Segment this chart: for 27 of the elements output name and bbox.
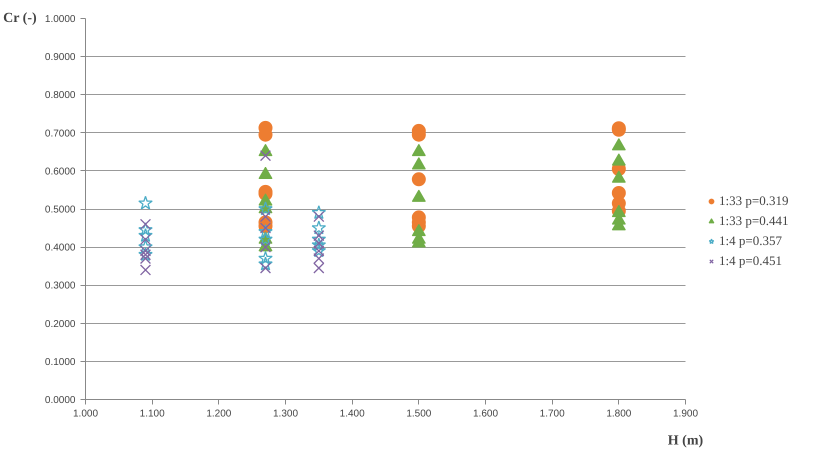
- legend-label: 1:33 p=0.441: [719, 213, 788, 229]
- y-tick-label: 0.8000: [44, 90, 76, 102]
- x-axis-title: H (m): [668, 434, 704, 448]
- x-tick-label: 1.900: [672, 408, 698, 420]
- y-axis-title: Cr (-): [3, 11, 37, 26]
- x-tick-label: 1.300: [272, 408, 298, 420]
- legend-label: 1:4 p=0.451: [719, 253, 782, 269]
- y-tick-label: 1.0000: [44, 14, 76, 25]
- y-tick-label: 0.6000: [44, 166, 76, 178]
- x-tick-label: 1.500: [406, 408, 432, 420]
- y-tick-label: 0.2000: [44, 318, 76, 330]
- y-tick-label: 0.3000: [44, 280, 76, 292]
- y-tick-label: 0.5000: [44, 204, 76, 216]
- y-tick-label: 0.4000: [44, 242, 76, 254]
- legend-label: 1:33 p=0.319: [719, 193, 788, 209]
- x-tick-label: 1.400: [340, 408, 366, 420]
- y-tick-label: 0.1000: [44, 356, 76, 368]
- x-tick-label: 1.800: [606, 408, 632, 420]
- x-tick-label: 1.100: [140, 408, 166, 420]
- y-tick-label: 0.9000: [44, 52, 76, 64]
- y-tick-label: 0.7000: [44, 128, 76, 140]
- x-tick-label: 1.200: [206, 408, 232, 420]
- x-tick-label: 1.600: [472, 408, 498, 420]
- x-tick-label: 1.000: [72, 408, 98, 420]
- legend-label: 1:4 p=0.357: [719, 233, 782, 249]
- y-tick-label: 0.0000: [44, 395, 76, 406]
- x-tick-label: 1.700: [540, 408, 566, 420]
